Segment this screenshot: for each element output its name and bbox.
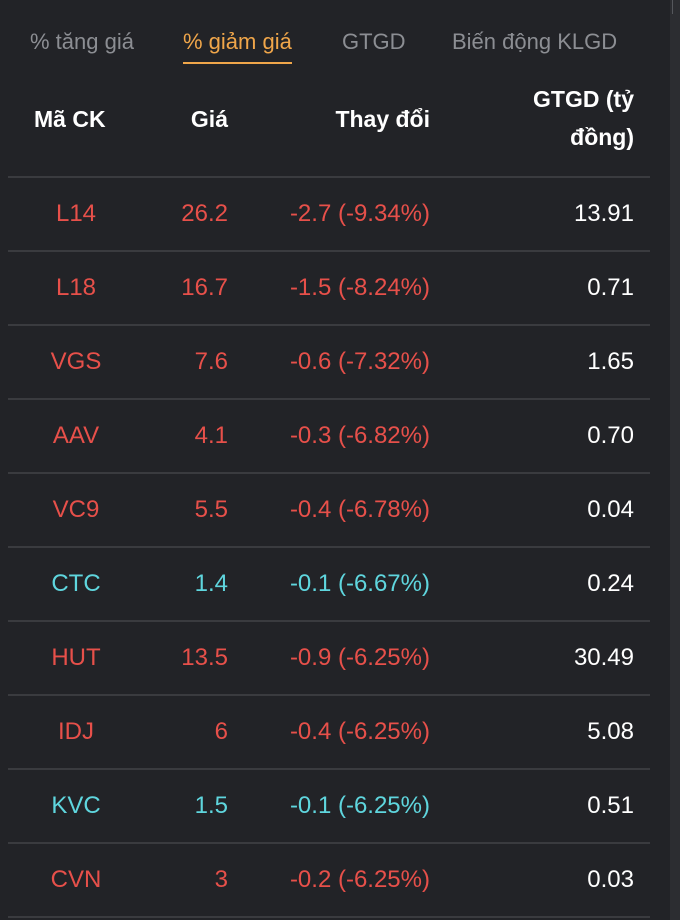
value-cell: 30.49 bbox=[573, 644, 634, 671]
table-row[interactable]: CVN 3 -0.2 (-6.25%) 0.03 bbox=[8, 844, 650, 918]
price-cell: 1.5 bbox=[194, 792, 228, 819]
change-cell: -1.5 (-8.24%) bbox=[289, 274, 430, 301]
change-cell: -0.6 (-7.32%) bbox=[289, 348, 430, 375]
tab-volume-change[interactable]: Biến động KLGD bbox=[452, 29, 618, 54]
change-cell: -0.2 (-6.25%) bbox=[289, 866, 430, 893]
value-cell: 0.24 bbox=[587, 570, 634, 597]
price-cell: 4.1 bbox=[194, 422, 228, 449]
table-row[interactable]: L14 26.2 -2.7 (-9.34%) 13.91 bbox=[8, 178, 650, 252]
value-cell: 5.08 bbox=[587, 718, 634, 745]
symbol-cell[interactable]: CVN bbox=[50, 866, 102, 893]
symbol-cell[interactable]: KVC bbox=[51, 792, 101, 819]
value-cell: 13.91 bbox=[573, 200, 634, 227]
column-header-change[interactable]: Thay đổi bbox=[335, 106, 430, 132]
change-cell: -0.1 (-6.67%) bbox=[289, 570, 430, 597]
change-cell: -0.4 (-6.25%) bbox=[289, 718, 430, 745]
price-cell: 26.2 bbox=[181, 200, 228, 227]
value-cell: 0.70 bbox=[587, 422, 634, 449]
price-cell: 6 bbox=[214, 718, 228, 745]
stock-table: L14 26.2 -2.7 (-9.34%) 13.91 L18 16.7 -1… bbox=[8, 178, 650, 918]
symbol-cell[interactable]: VC9 bbox=[52, 496, 100, 523]
table-row[interactable]: CTC 1.4 -0.1 (-6.67%) 0.24 bbox=[8, 548, 650, 622]
value-cell: 1.65 bbox=[587, 348, 634, 375]
table-row[interactable]: IDJ 6 -0.4 (-6.25%) 5.08 bbox=[8, 696, 650, 770]
table-row[interactable]: AAV 4.1 -0.3 (-6.82%) 0.70 bbox=[8, 400, 650, 474]
symbol-cell[interactable]: L14 bbox=[55, 200, 97, 227]
change-cell: -0.4 (-6.78%) bbox=[289, 496, 430, 523]
table-row[interactable]: L18 16.7 -1.5 (-8.24%) 0.71 bbox=[8, 252, 650, 326]
price-cell: 7.6 bbox=[194, 348, 228, 375]
header-divider bbox=[8, 176, 650, 178]
symbol-cell[interactable]: HUT bbox=[51, 644, 101, 671]
symbol-cell[interactable]: VGS bbox=[50, 348, 102, 375]
table-row[interactable]: VGS 7.6 -0.6 (-7.32%) 1.65 bbox=[8, 326, 650, 400]
symbol-cell[interactable]: L18 bbox=[55, 274, 97, 301]
value-cell: 0.71 bbox=[587, 274, 634, 301]
tab-trading-value[interactable]: GTGD bbox=[342, 29, 406, 54]
change-cell: -0.1 (-6.25%) bbox=[289, 792, 430, 819]
value-cell: 0.03 bbox=[587, 866, 634, 893]
column-header-symbol[interactable]: Mã CK bbox=[34, 106, 106, 132]
tab-top-gainers[interactable]: % tăng giá bbox=[30, 29, 134, 54]
column-header-value-line1: GTGD (tỷ bbox=[533, 86, 634, 112]
column-header-value[interactable]: GTGD (tỷ đồng) bbox=[484, 80, 634, 156]
symbol-cell[interactable]: IDJ bbox=[58, 718, 94, 745]
tab-top-losers[interactable]: % giảm giá bbox=[183, 22, 292, 64]
column-header-value-line2: đồng) bbox=[570, 124, 634, 150]
column-header-price[interactable]: Giá bbox=[190, 106, 228, 132]
scrollbar[interactable] bbox=[670, 0, 680, 920]
change-cell: -0.3 (-6.82%) bbox=[289, 422, 430, 449]
tab-bar: % tăng giá % giảm giá GTGD Biến động KLG… bbox=[0, 22, 680, 66]
price-cell: 16.7 bbox=[181, 274, 228, 301]
value-cell: 0.51 bbox=[587, 792, 634, 819]
table-header: Mã CK Giá Thay đổi GTGD (tỷ đồng) bbox=[8, 78, 650, 176]
symbol-cell[interactable]: CTC bbox=[51, 570, 101, 597]
price-cell: 3 bbox=[214, 866, 228, 893]
price-cell: 13.5 bbox=[181, 644, 228, 671]
price-cell: 1.4 bbox=[194, 570, 228, 597]
price-cell: 5.5 bbox=[194, 496, 228, 523]
table-row[interactable]: KVC 1.5 -0.1 (-6.25%) 0.51 bbox=[8, 770, 650, 844]
table-row[interactable]: HUT 13.5 -0.9 (-6.25%) 30.49 bbox=[8, 622, 650, 696]
change-cell: -0.9 (-6.25%) bbox=[289, 644, 430, 671]
value-cell: 0.04 bbox=[587, 496, 634, 523]
symbol-cell[interactable]: AAV bbox=[52, 422, 100, 449]
table-row[interactable]: VC9 5.5 -0.4 (-6.78%) 0.04 bbox=[8, 474, 650, 548]
change-cell: -2.7 (-9.34%) bbox=[289, 200, 430, 227]
